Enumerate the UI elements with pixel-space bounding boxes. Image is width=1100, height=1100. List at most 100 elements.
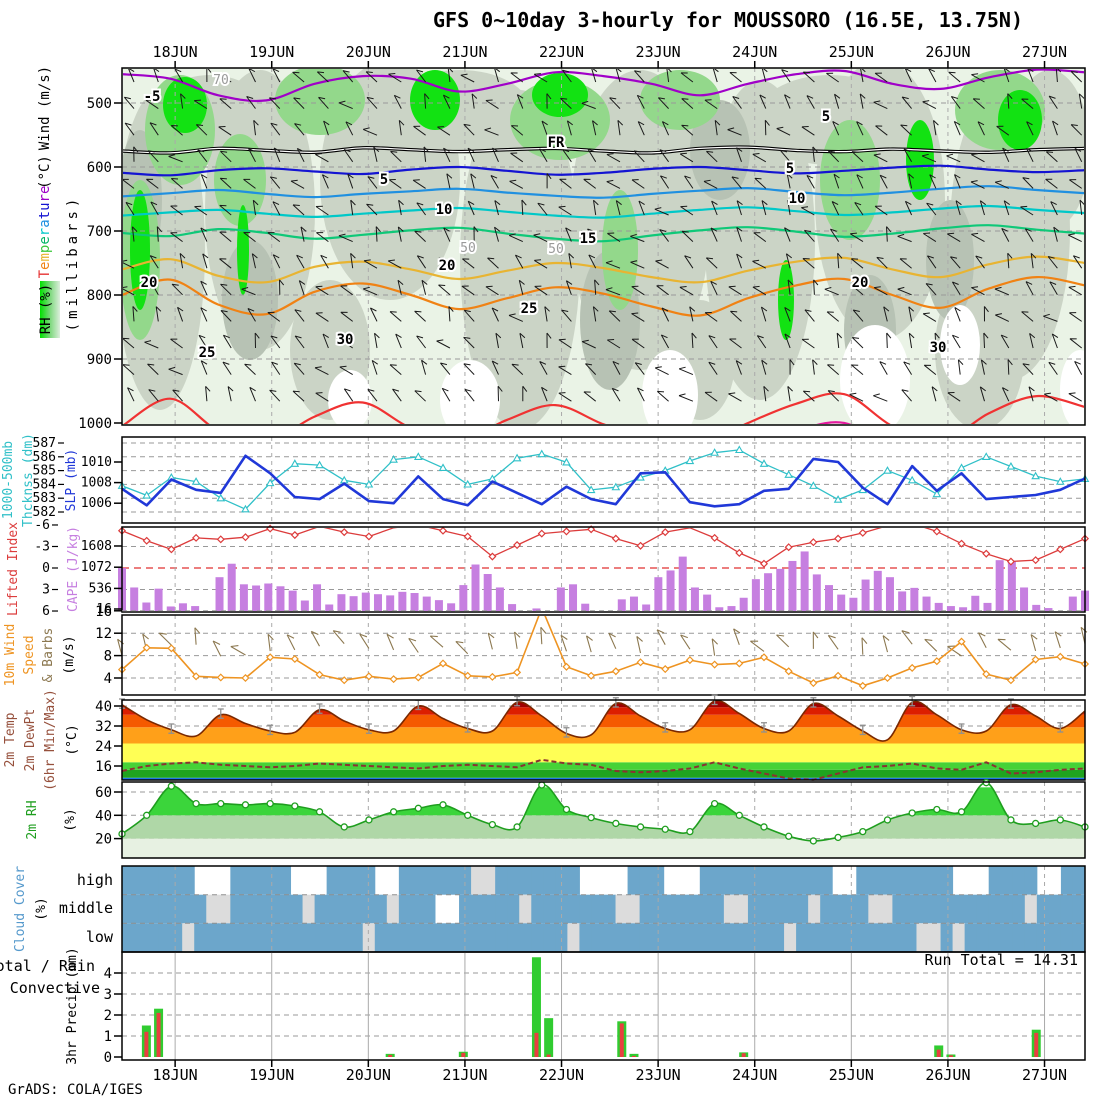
- svg-text:582: 582: [33, 505, 56, 520]
- bottom-day-label: 25JUN: [829, 1066, 874, 1084]
- bottom-day-label: 19JUN: [249, 1066, 294, 1084]
- svg-text:8: 8: [104, 649, 112, 665]
- svg-text:30: 30: [930, 340, 947, 356]
- wind10m-axis-label-4: (m/s): [62, 635, 77, 674]
- cloud-unit-label: (%): [34, 897, 49, 920]
- svg-text:600: 600: [87, 160, 112, 176]
- rh2m-panel: 60 40 20: [95, 779, 1089, 859]
- svg-text:1072: 1072: [81, 560, 112, 575]
- svg-text:16: 16: [95, 759, 112, 775]
- svg-text:20: 20: [95, 832, 112, 848]
- rh-color-bands: [122, 787, 1085, 858]
- cape-axis-label: CAPE (J/kg): [66, 526, 81, 612]
- svg-text:5: 5: [380, 172, 388, 188]
- svg-text:10: 10: [436, 202, 453, 218]
- t2m-panel: 40 32 24 16: [95, 694, 1086, 781]
- degc-axis-label: (°C): [37, 155, 53, 189]
- svg-text:1008: 1008: [81, 476, 112, 491]
- bottom-day-label: 24JUN: [732, 1066, 777, 1084]
- svg-text:1608: 1608: [81, 539, 112, 554]
- svg-text:6: 6: [42, 604, 50, 619]
- top-day-label: 26JUN: [925, 43, 970, 61]
- cape-li-panel: -6 -3 0 3 6 1608 1072 536 16: [34, 518, 1090, 619]
- precip-convective-legend: Convective: [10, 979, 100, 997]
- svg-text:586: 586: [33, 450, 56, 465]
- upper-air-panel: -5 5 FR 5 5 10 10 15 20 20 20 25 25 30 30 50 50 70 500 600 7…: [78, 67, 1086, 432]
- bottom-day-label: 22JUN: [539, 1066, 584, 1084]
- svg-text:20: 20: [439, 258, 456, 274]
- cloud-row-label-low: low: [86, 928, 114, 946]
- svg-text:25: 25: [521, 301, 538, 317]
- wind-axis-label: Wind (m/s): [37, 66, 53, 150]
- precip-panel: 4 3 2 1 0: [104, 951, 1086, 1066]
- svg-text:-6: -6: [34, 518, 50, 533]
- svg-text:24: 24: [95, 739, 112, 755]
- svg-text:500: 500: [87, 96, 112, 112]
- svg-text:70: 70: [213, 73, 229, 88]
- upper-wind-barbs: [123, 69, 1084, 402]
- thickness-axis-label-2: Thcknss (dm): [21, 433, 36, 527]
- svg-text:16: 16: [95, 604, 112, 620]
- temperature-axis-label: Temperature: [37, 186, 53, 279]
- svg-text:40: 40: [95, 808, 112, 824]
- bottom-day-label: 23JUN: [636, 1066, 681, 1084]
- cape-bars: [118, 551, 1089, 611]
- grads-credit: GrADS: COLA/IGES: [8, 1082, 143, 1098]
- top-day-label: 21JUN: [442, 43, 487, 61]
- bottom-day-label: 21JUN: [442, 1066, 487, 1084]
- wind10m-axis-label-3: & Barbs: [41, 628, 56, 683]
- temperature-contours: [123, 69, 1084, 424]
- svg-text:15: 15: [580, 231, 597, 247]
- svg-text:1010: 1010: [81, 455, 112, 470]
- top-day-label: 19JUN: [249, 43, 294, 61]
- svg-text:4: 4: [104, 966, 112, 982]
- top-day-label: 24JUN: [732, 43, 777, 61]
- svg-text:40: 40: [95, 699, 112, 715]
- bottom-day-label: 20JUN: [346, 1066, 391, 1084]
- rh-axis-label: RH (%): [38, 284, 54, 335]
- time-axes: 18JUN 18JUN 19JUN 19JUN 20JUN 20JUN 21JUN 21JUN…: [153, 43, 1068, 1084]
- svg-text:5: 5: [822, 109, 830, 125]
- svg-text:0: 0: [42, 561, 50, 576]
- svg-text:30: 30: [337, 332, 354, 348]
- svg-text:584: 584: [33, 477, 57, 492]
- svg-text:3: 3: [104, 987, 112, 1003]
- svg-text:-3: -3: [34, 539, 50, 554]
- svg-text:12: 12: [95, 626, 112, 642]
- svg-text:25: 25: [199, 345, 216, 361]
- run-total-text: Run Total = 14.31: [924, 951, 1078, 969]
- wind10m-axis-label-1: 10m Wind: [3, 624, 18, 687]
- cloud-cover-panel: [121, 865, 1086, 953]
- svg-text:536: 536: [89, 581, 112, 596]
- bottom-day-label: 26JUN: [925, 1066, 970, 1084]
- top-day-label: 25JUN: [829, 43, 874, 61]
- svg-text:10: 10: [789, 191, 806, 207]
- t2m-axis-label-1: 2m Temp: [3, 712, 18, 767]
- cloud-row-label-middle: middle: [59, 899, 113, 917]
- svg-text:1000: 1000: [78, 416, 112, 432]
- millibars-axis-label: (millibars): [65, 195, 81, 332]
- top-day-label: 22JUN: [539, 43, 584, 61]
- svg-text:60: 60: [95, 785, 112, 801]
- bottom-day-label: 27JUN: [1022, 1066, 1067, 1084]
- cloud-row-label-high: high: [77, 871, 113, 889]
- svg-text:2: 2: [104, 1008, 112, 1024]
- svg-text:50: 50: [548, 242, 564, 257]
- rh-legend-swatch: [40, 281, 60, 338]
- svg-text:1006: 1006: [81, 496, 112, 511]
- t2m-axis-label-3: (6hr Min/Max): [43, 689, 58, 791]
- cloud-cover-axis-label: Cloud Cover: [13, 866, 28, 952]
- precip-total-legend: Total / Rain: [0, 957, 95, 975]
- svg-text:20: 20: [141, 275, 158, 291]
- svg-text:587: 587: [33, 436, 56, 451]
- wind10m-panel: 16 12 8 4: [95, 604, 1090, 696]
- svg-text:3: 3: [42, 583, 50, 598]
- svg-text:20: 20: [852, 275, 869, 291]
- top-day-label: 27JUN: [1022, 43, 1067, 61]
- svg-text:900: 900: [87, 352, 112, 368]
- bottom-day-label: 18JUN: [153, 1066, 198, 1084]
- rh2m-unit-label: (%): [63, 808, 78, 831]
